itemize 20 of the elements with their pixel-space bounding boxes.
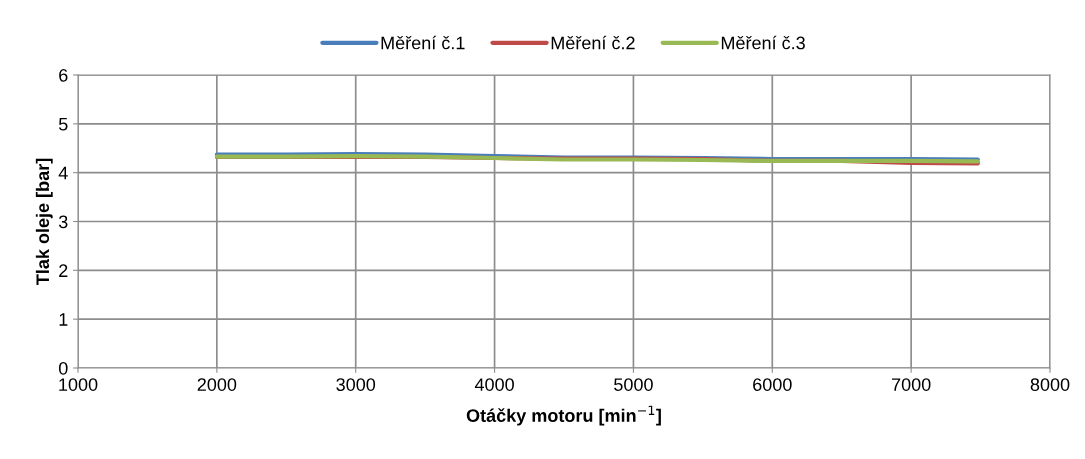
y-tick-label: 2 <box>59 264 68 277</box>
y-tick-label: 1 <box>59 313 68 326</box>
x-tick-label: 6000 <box>753 378 792 391</box>
y-tick-label: 5 <box>58 117 68 131</box>
x-tick-label: 1000 <box>59 378 98 391</box>
x-tick-label: 3000 <box>336 378 376 391</box>
x-tick-label: 2000 <box>197 378 237 391</box>
y-tick-label: 0 <box>58 361 68 375</box>
x-tick-label: 5000 <box>614 378 653 391</box>
x-axis-title: Otáčky motoru [min$^{−1}$] <box>466 405 661 426</box>
y-tick-label: 4 <box>58 166 68 180</box>
x-tick-label: 8000 <box>1030 378 1070 391</box>
legend-label: Měření č.1 <box>381 35 465 50</box>
x-tick-label: 7000 <box>891 378 931 391</box>
x-tick-label: 4000 <box>474 378 514 391</box>
y-tick-label: 6 <box>59 68 68 82</box>
legend-label: Měření č.2 <box>551 35 635 50</box>
legend-label: Měření č.3 <box>721 35 805 50</box>
y-tick-label: 3 <box>58 215 68 229</box>
y-axis-title: Tlak oleje [bar] <box>35 158 53 286</box>
